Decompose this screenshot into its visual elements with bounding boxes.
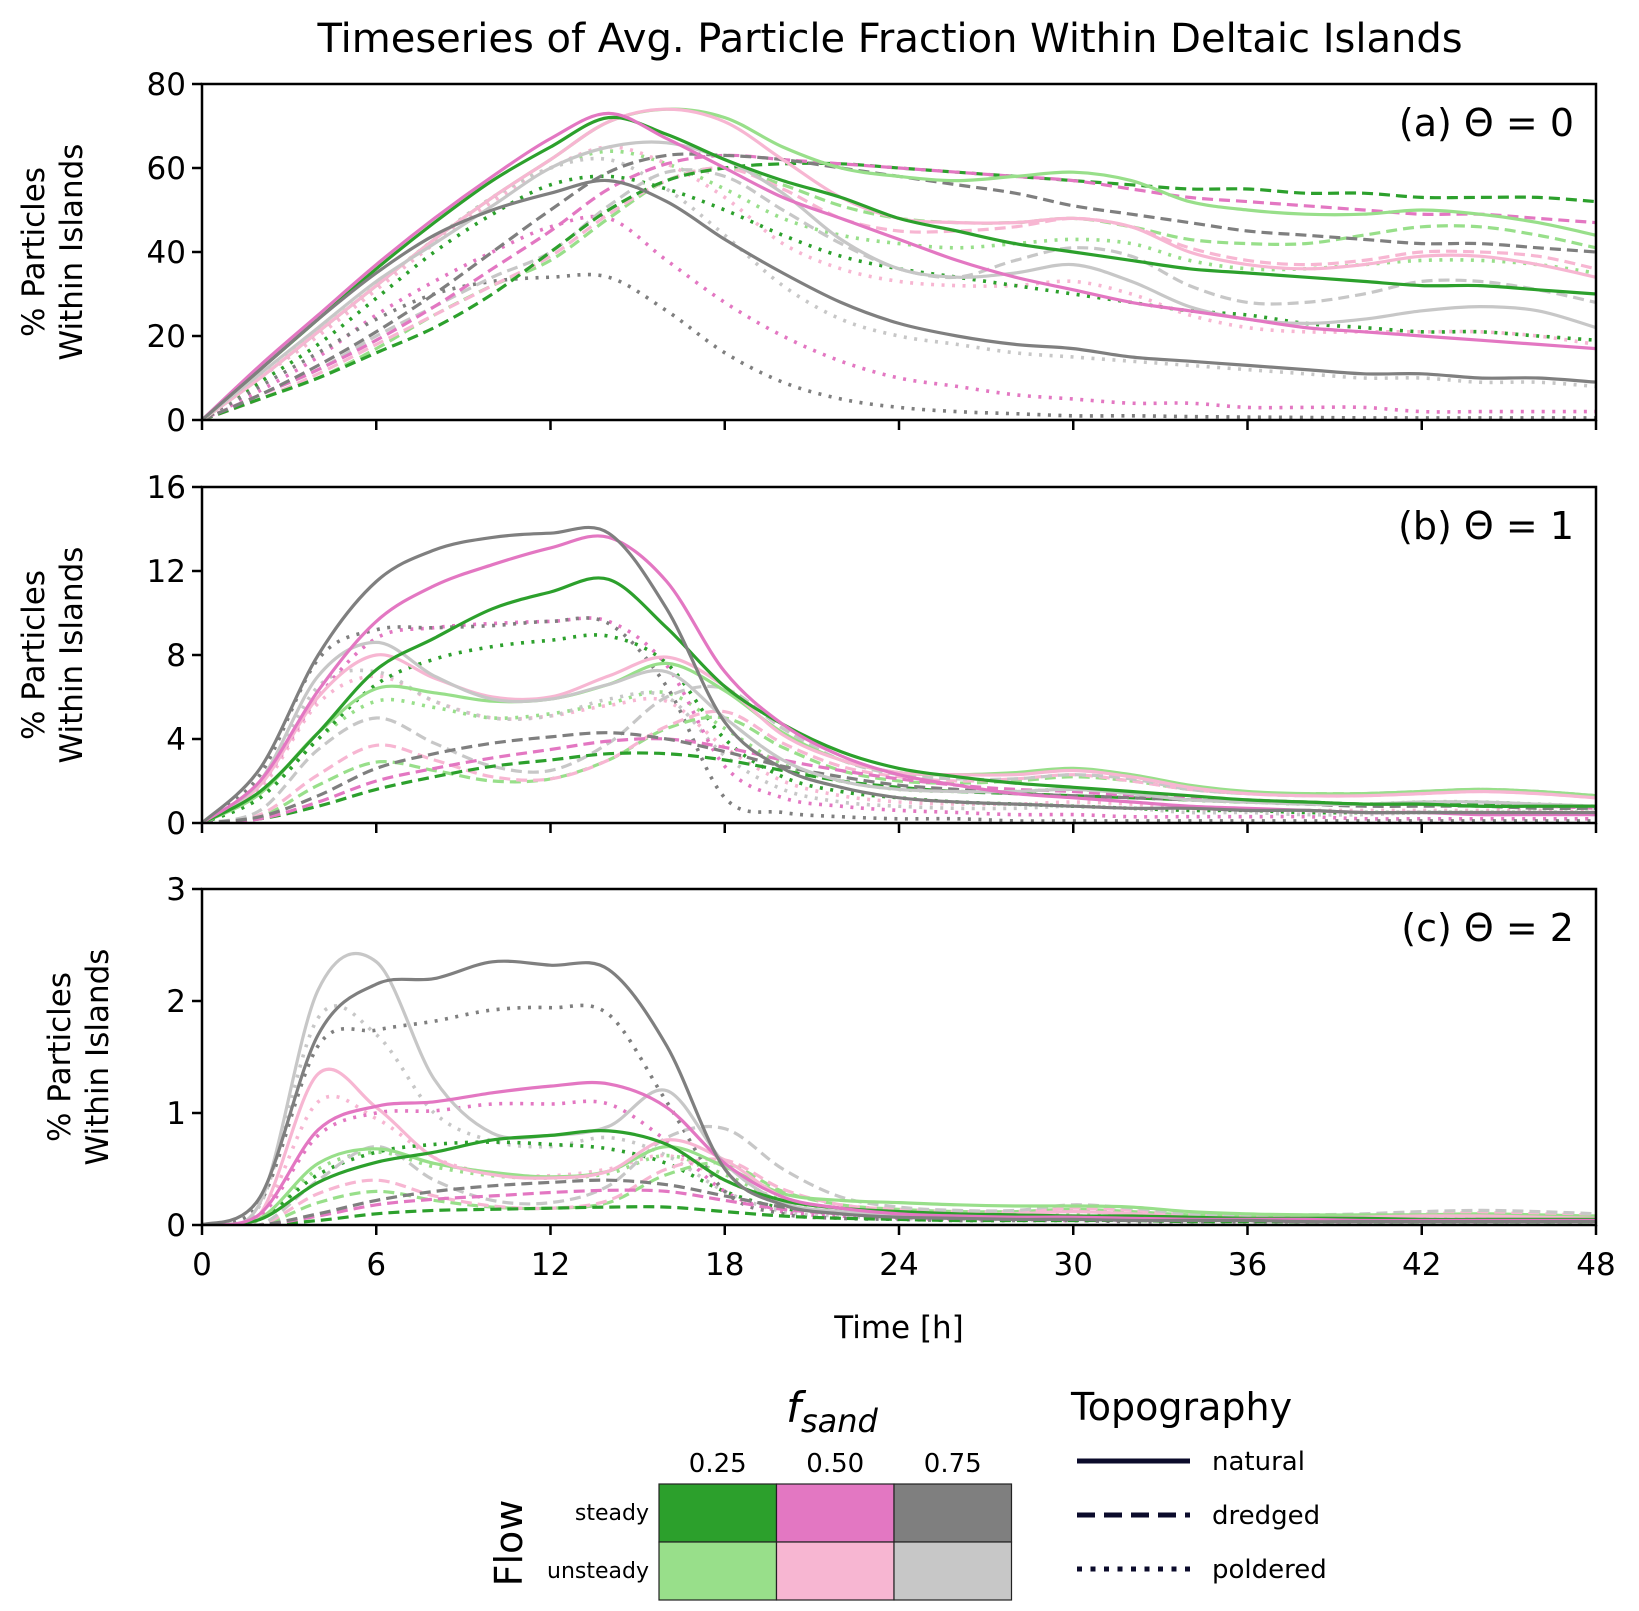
x-tick-label: 18 [705, 1247, 744, 1283]
style-legend-entries: natural dredged poldered [1077, 1447, 1327, 1585]
color-legend-cell-unsteady-0.25 [658, 1541, 778, 1601]
color-legend-column-label: 0.25 [689, 1449, 747, 1479]
color-legend-column-label: 0.75 [924, 1449, 982, 1479]
series-line-0.75-steady-poldered [202, 272, 1596, 420]
series-line-0.75-unsteady-natural [202, 952, 1596, 1225]
series-line-0.25-unsteady-dredged [202, 166, 1596, 420]
style-legend-label-dredged: dredged [1212, 1501, 1320, 1531]
series-line-0.25-steady-natural [202, 1129, 1596, 1225]
panel-1: 0 4 8 12 16 % ParticlesWithin Islands (b) Θ = … [16, 470, 1598, 842]
y-tick-label: 2 [166, 984, 186, 1020]
x-tick-label: 12 [531, 1247, 570, 1283]
style-legend-label-poldered: poldered [1212, 1555, 1327, 1585]
color-legend-cells [658, 1483, 1013, 1601]
x-tick-label: 0 [192, 1247, 212, 1283]
x-tick-label: 6 [366, 1247, 386, 1283]
chart-title: Timeseries of Avg. Particle Fraction Wit… [316, 16, 1462, 62]
series-line-0.50-steady-poldered [202, 616, 1596, 823]
style-legend-label-natural: natural [1212, 1447, 1305, 1477]
y-axis-label-line: Within Islands [80, 949, 116, 1166]
y-tick-label: 4 [166, 722, 186, 758]
y-tick-label: 1 [166, 1096, 186, 1132]
color-legend-cell-unsteady-0.50 [775, 1541, 895, 1601]
series-line-0.50-unsteady-natural [202, 1067, 1596, 1225]
series-line-0.50-steady-natural [202, 111, 1596, 420]
panel-2-label: (c) Θ = 2 [1401, 906, 1574, 950]
x-tick-label: 48 [1576, 1247, 1615, 1283]
y-tick-label: 40 [147, 235, 186, 271]
y-axis-label-line: % Particles [42, 972, 78, 1142]
series-line-0.25-steady-natural [202, 115, 1596, 420]
y-tick-label: 0 [166, 806, 186, 842]
series-line-0.25-unsteady-dredged [202, 1161, 1596, 1225]
color-legend-cell-steady-0.75 [893, 1483, 1013, 1543]
series-line-0.25-steady-poldered [202, 1140, 1596, 1225]
x-tick-label: 42 [1402, 1247, 1441, 1283]
y-axis-label-line: % Particles [16, 167, 52, 337]
y-axis-label-line: Within Islands [54, 144, 90, 361]
series-line-0.50-unsteady-dredged [202, 166, 1596, 420]
panel-0: 0 20 40 60 80 % ParticlesWithin Islands (a) Θ … [16, 67, 1598, 439]
panel-2-y-axis-label: % ParticlesWithin Islands [42, 949, 116, 1166]
series-line-0.75-steady-poldered [202, 1003, 1596, 1225]
y-tick-label: 0 [166, 403, 186, 439]
panel-2-series [202, 952, 1596, 1225]
series-line-0.25-steady-dredged [202, 161, 1596, 420]
y-tick-label: 16 [147, 470, 186, 506]
y-axis-label-line: % Particles [16, 570, 52, 740]
series-line-0.25-steady-natural [202, 576, 1596, 823]
series-line-0.75-steady-natural [202, 959, 1596, 1225]
y-tick-label: 8 [166, 638, 186, 674]
color-legend-row-label: unsteady [547, 1559, 649, 1584]
series-line-0.75-unsteady-poldered [202, 668, 1596, 823]
color-legend-row-label: steady [575, 1501, 649, 1526]
panel-0-series [202, 107, 1596, 420]
y-tick-label: 80 [147, 67, 186, 103]
color-legend-cell-steady-0.25 [658, 1483, 778, 1543]
panel-1-y-axis-label: % ParticlesWithin Islands [16, 547, 90, 764]
series-line-0.75-steady-natural [202, 178, 1596, 420]
series-line-0.50-steady-poldered [202, 214, 1596, 420]
y-axis-label-line: Within Islands [54, 547, 90, 764]
color-legend-title-sub: sand [801, 1402, 879, 1440]
x-tick-label: 36 [1228, 1247, 1267, 1283]
series-line-0.25-unsteady-natural [202, 1144, 1596, 1225]
x-axis-label: Time [h] [833, 1310, 964, 1346]
x-tick-label: 30 [1054, 1247, 1093, 1283]
panel-1-series [202, 525, 1596, 823]
series-line-0.75-steady-natural [202, 525, 1596, 823]
panel-2-frame [200, 887, 1598, 1227]
color-legend-column-label: 0.50 [806, 1449, 864, 1479]
y-tick-label: 3 [166, 872, 186, 908]
panel-0-frame [200, 82, 1598, 422]
series-line-0.75-steady-dredged [202, 731, 1596, 823]
panel-0-label: (a) Θ = 0 [1399, 101, 1574, 145]
y-tick-label: 20 [147, 319, 186, 355]
panel-0-y-axis-label: % ParticlesWithin Islands [16, 144, 90, 361]
series-line-0.25-steady-dredged [202, 751, 1596, 823]
series-line-0.75-unsteady-natural [202, 140, 1596, 420]
color-legend: fsand 0.25 0.50 0.75 steady unsteady Flow [487, 1383, 1013, 1601]
series-line-0.25-unsteady-dredged [202, 715, 1596, 823]
color-legend-rows: steady unsteady [547, 1501, 649, 1584]
color-legend-cell-steady-0.50 [775, 1483, 895, 1543]
series-line-0.50-steady-dredged [202, 153, 1596, 420]
series-line-0.75-unsteady-poldered [202, 156, 1596, 420]
series-line-0.50-unsteady-poldered [202, 674, 1596, 823]
style-legend: Topography natural dredged poldered [1070, 1385, 1327, 1585]
y-tick-label: 0 [166, 1208, 186, 1244]
color-legend-row-title: Flow [487, 1500, 531, 1587]
x-tick-label: 24 [879, 1247, 918, 1283]
y-tick-label: 12 [147, 554, 186, 590]
panel-1-label: (b) Θ = 1 [1398, 504, 1574, 548]
color-legend-columns: 0.25 0.50 0.75 [689, 1449, 982, 1479]
style-legend-title: Topography [1070, 1385, 1292, 1429]
color-legend-cell-unsteady-0.75 [893, 1541, 1013, 1601]
y-tick-label: 60 [147, 151, 186, 187]
color-legend-title: fsand [786, 1383, 878, 1440]
